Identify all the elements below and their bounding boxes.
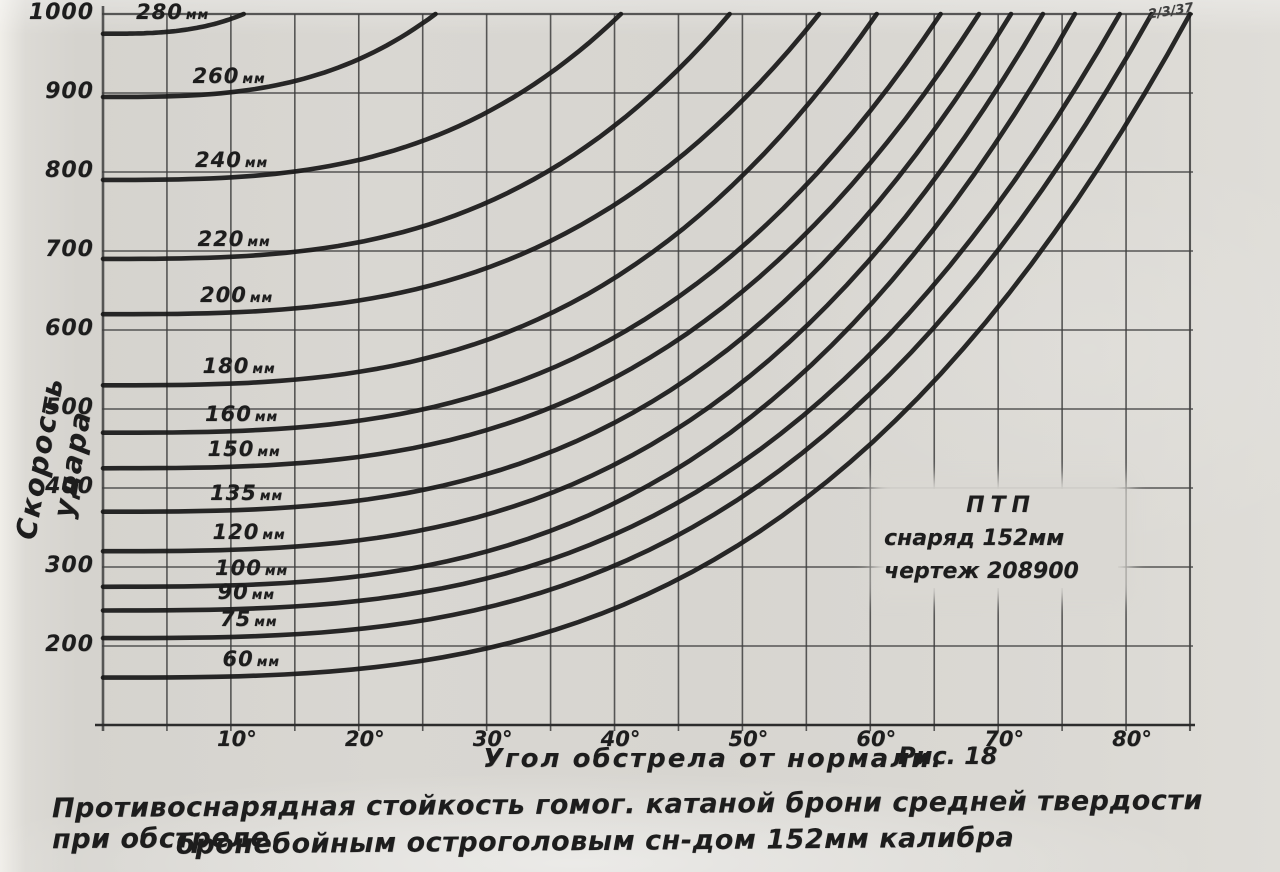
thickness-value: 180 (202, 354, 250, 379)
x-tick-label-10: 10° (217, 727, 257, 751)
thickness-unit: мм (249, 291, 274, 307)
curve-label-160mm: 160 мм (205, 401, 279, 426)
thickness-value: 160 (205, 401, 252, 426)
thickness-value: 120 (212, 520, 260, 545)
thickness-unit: мм (262, 528, 286, 544)
thickness-unit: мм (242, 71, 266, 87)
y-tick-label-500: 500 (45, 395, 94, 420)
x-tick-label-40: 40° (600, 727, 641, 751)
curve-label-150mm: 150 мм (208, 439, 281, 460)
x-axis-title: Угол обстрела от нормали. (483, 744, 944, 774)
y-tick-label-900: 900 (45, 79, 94, 104)
curve-label-200mm: 200 мм (200, 285, 273, 306)
thickness-unit: мм (259, 488, 284, 504)
curve-label-260mm: 260 мм (192, 63, 266, 88)
thickness-unit: мм (257, 445, 281, 461)
x-tick-label-80: 80° (1112, 727, 1152, 751)
thickness-value: 100 (215, 555, 262, 580)
figure-number-label: Рис. 18 (898, 742, 998, 770)
thickness-value: 240 (195, 148, 242, 173)
curve-label-100mm: 100 мм (215, 555, 289, 580)
thickness-value: 150 (207, 437, 255, 462)
curve-label-135mm: 135 мм (210, 480, 284, 505)
y-tick-label-600: 600 (45, 316, 94, 341)
curve-75mm (100, 11, 1154, 641)
thickness-value: 280 (136, 0, 183, 24)
curve-label-60mm: 60 мм (222, 646, 281, 671)
x-tick-label-20: 20° (344, 727, 385, 751)
y-tick-label-1000: 1000 (28, 0, 94, 25)
thickness-unit: мм (254, 409, 279, 425)
y-tick-label-700: 700 (45, 237, 94, 262)
curve-220mm (100, 11, 732, 262)
thickness-unit: мм (185, 8, 210, 23)
x-tick-label-30: 30° (472, 727, 513, 751)
x-tick-label-50: 50° (728, 727, 769, 751)
thickness-value: 220 (197, 227, 245, 252)
curve-240mm (100, 11, 624, 183)
thickness-unit: мм (256, 654, 280, 670)
thickness-value: 200 (200, 283, 247, 308)
x-tick-label-60: 60° (856, 727, 897, 751)
curve-label-90mm: 90 мм (217, 579, 276, 604)
curve-label-220mm: 220 мм (198, 229, 271, 250)
thickness-value: 60 (222, 646, 254, 671)
curve-label-240mm: 240 мм (195, 150, 268, 171)
penetration-curves (100, 11, 1193, 680)
y-tick-label-800: 800 (45, 158, 94, 183)
curve-200mm (100, 11, 822, 317)
thickness-value: 75 (220, 607, 252, 632)
thickness-value: 135 (210, 480, 257, 505)
curve-150mm (100, 11, 982, 471)
curve-160mm (100, 11, 943, 435)
y-tick-label-300: 300 (45, 553, 94, 578)
curve-280mm (100, 11, 246, 37)
curve-label-120mm: 120 мм (213, 522, 286, 543)
annotation-line-drawing: чертеж 208900 (884, 559, 1079, 584)
curve-label-280mm: 280 мм (136, 2, 209, 23)
curve-label-180mm: 180 мм (203, 356, 276, 377)
annotation-line-ptp: ПТП (966, 493, 1036, 518)
thickness-unit: мм (251, 587, 275, 603)
annotation-line-shell: снаряд 152мм (884, 526, 1065, 551)
curve-135mm (100, 11, 1014, 514)
thickness-value: 90 (217, 579, 249, 604)
curve-180mm (100, 11, 879, 388)
annotation-box: ПТП снаряд 152мм чертеж 208900 (884, 489, 1118, 588)
curve-90mm (100, 11, 1122, 613)
curve-60mm (100, 11, 1193, 680)
curve-label-75mm: 75 мм (220, 609, 278, 630)
curve-100mm (100, 11, 1078, 590)
thickness-unit: мм (254, 615, 278, 631)
thickness-unit: мм (247, 235, 271, 251)
thickness-unit: мм (252, 362, 276, 378)
y-tick-label-400: 400 (45, 474, 94, 499)
thickness-unit: мм (264, 563, 289, 579)
curve-260mm (100, 11, 438, 100)
thickness-value: 260 (192, 63, 240, 88)
curve-120mm (100, 11, 1046, 554)
thickness-unit: мм (244, 156, 269, 172)
x-tick-label-70: 70° (984, 727, 1025, 751)
y-tick-label-200: 200 (45, 632, 94, 657)
